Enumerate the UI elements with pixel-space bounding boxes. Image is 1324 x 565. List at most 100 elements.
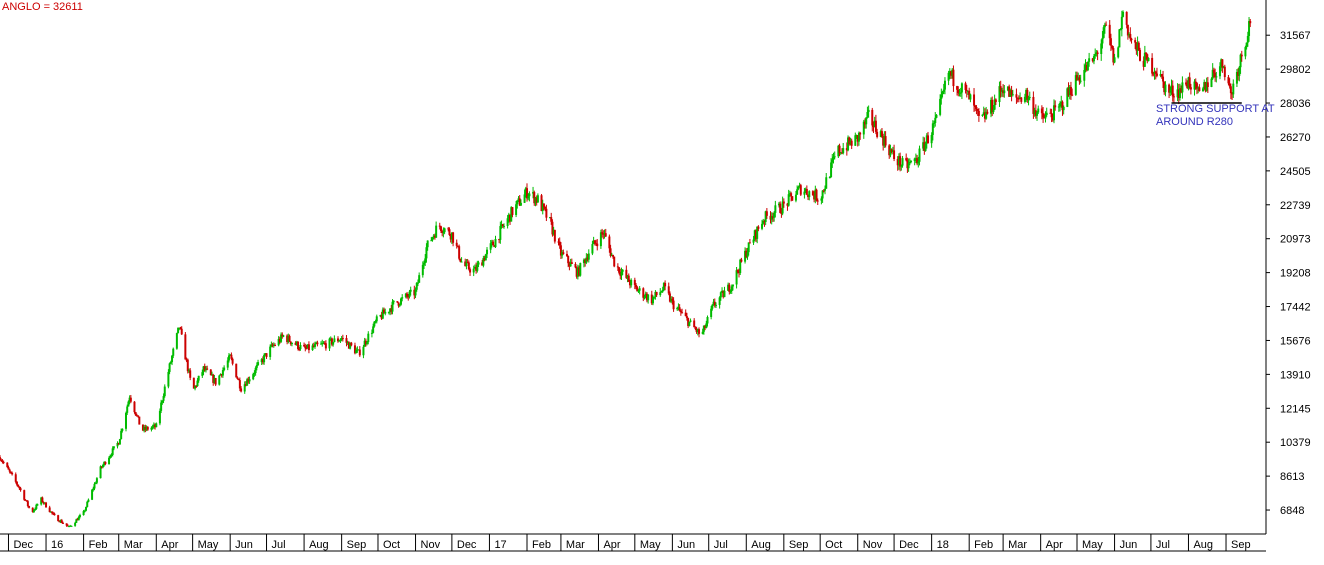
candle-body <box>642 288 645 298</box>
candle-body <box>671 298 674 301</box>
candle-body <box>711 304 714 309</box>
y-tick-label: 17442 <box>1280 302 1311 314</box>
candle-body <box>689 320 692 322</box>
candle-body <box>486 249 489 255</box>
candle-body <box>857 132 860 142</box>
x-tick-label: Jul <box>272 539 286 551</box>
candle-body <box>1028 96 1031 98</box>
candle-body <box>528 193 531 197</box>
candle-body <box>1126 24 1129 36</box>
candle-body <box>788 193 791 195</box>
candle-body <box>204 368 207 371</box>
candle-body <box>942 89 945 92</box>
candle-body <box>31 507 34 513</box>
x-tick-label: Nov <box>421 539 441 551</box>
candle-body <box>483 258 486 261</box>
candle-body <box>1101 37 1104 44</box>
candle-body <box>905 158 908 161</box>
candle-body <box>1169 90 1172 93</box>
candle-body <box>586 257 589 260</box>
candle-body <box>822 190 825 192</box>
candle-body <box>1062 106 1065 111</box>
candle-body <box>780 212 783 214</box>
candle-body <box>668 293 671 302</box>
annotation-line: AROUND R280 <box>1156 116 1233 128</box>
candle-body <box>206 368 209 370</box>
candle-body <box>523 194 526 203</box>
candle-body <box>637 290 640 292</box>
x-tick-label: Feb <box>532 539 551 551</box>
candle-body <box>1067 88 1070 96</box>
candle-body <box>603 233 606 235</box>
candle-body <box>550 217 553 222</box>
candle-body <box>127 401 130 407</box>
candle-body <box>769 215 772 220</box>
candle-body <box>219 374 222 376</box>
candle-body <box>452 232 455 243</box>
y-axis-ticks: 31567 29802 28036 26270 24505 22739 20973 19208… <box>1266 30 1311 517</box>
x-tick-label: Jun <box>677 539 695 551</box>
candle-body <box>435 225 438 238</box>
candle-body <box>475 266 478 271</box>
candle-body <box>45 502 48 508</box>
candle-body <box>1077 77 1080 81</box>
candle-body <box>1015 94 1018 98</box>
candle-body <box>1152 73 1155 75</box>
candle-body <box>712 301 715 305</box>
candle-body <box>19 488 22 491</box>
candle-body <box>1203 82 1206 89</box>
candle-body <box>161 400 164 403</box>
candle-body <box>1042 113 1045 118</box>
candle-body <box>934 117 937 123</box>
y-tick-label: 13910 <box>1280 369 1311 381</box>
candle-body <box>874 120 877 132</box>
candle-body <box>1198 87 1201 92</box>
candle-body <box>585 257 588 263</box>
candle-body <box>696 329 699 333</box>
candle-body <box>764 211 767 223</box>
candle-body <box>1025 89 1028 97</box>
candle-body <box>866 112 869 118</box>
candle-body <box>1239 54 1242 68</box>
candle-body <box>1134 40 1137 43</box>
candle-body <box>604 233 607 237</box>
candle-body <box>432 235 435 238</box>
candle-body <box>837 145 840 157</box>
candle-body <box>53 513 56 516</box>
support-annotation: STRONG SUPPORT AT AROUND R280 <box>1156 103 1275 128</box>
candle-body <box>460 261 463 263</box>
candle-body <box>379 315 382 317</box>
candle-body <box>70 525 73 527</box>
candle-body <box>1119 29 1122 31</box>
candle-body <box>372 326 375 333</box>
candle-body <box>579 263 582 276</box>
candle-body <box>294 342 297 345</box>
candle-body <box>424 258 427 263</box>
candle-body <box>1214 72 1217 78</box>
candle-body <box>777 203 780 206</box>
candle-body <box>798 185 801 187</box>
candle-body <box>1231 93 1234 95</box>
candle-body <box>828 177 831 179</box>
candle-body <box>540 195 543 211</box>
candle-body <box>746 252 749 258</box>
candle-body <box>431 237 434 241</box>
candle-body <box>236 377 239 379</box>
candle-body <box>214 378 217 385</box>
candle-body <box>515 204 518 215</box>
candle-body <box>230 354 233 359</box>
candle-body <box>787 194 790 206</box>
candle-body <box>562 252 565 254</box>
candle-body <box>957 89 960 94</box>
candle-body <box>1105 24 1108 26</box>
candle-body <box>602 233 605 235</box>
candle-body <box>213 378 216 383</box>
candle-body <box>797 186 800 190</box>
candle-body <box>710 308 713 318</box>
candle-body <box>1010 90 1013 96</box>
candle-body <box>659 292 662 296</box>
candle-body <box>11 472 14 475</box>
candle-body <box>1187 77 1190 88</box>
candle-body <box>120 430 123 440</box>
candle-body <box>1008 86 1011 97</box>
